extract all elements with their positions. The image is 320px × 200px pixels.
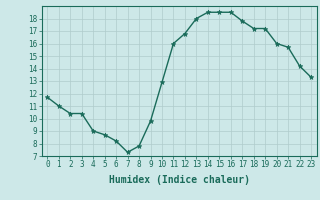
X-axis label: Humidex (Indice chaleur): Humidex (Indice chaleur) (109, 175, 250, 185)
